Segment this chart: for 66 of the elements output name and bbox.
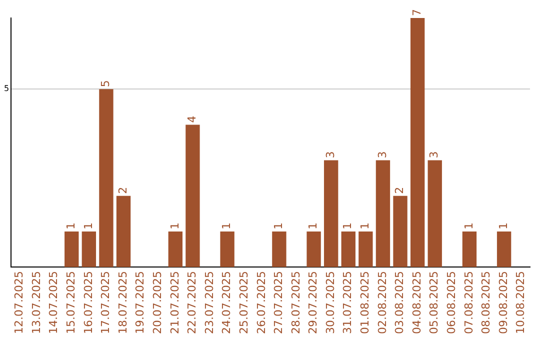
bar xyxy=(272,231,286,268)
x-tick-label: 23.07.2025 xyxy=(202,271,216,334)
bar xyxy=(496,231,512,268)
x-tick-label: 04.08.2025 xyxy=(410,271,424,334)
x-tick-label: 09.08.2025 xyxy=(496,271,510,334)
data-label: 1 xyxy=(220,222,234,230)
x-tick-label: 25.07.2025 xyxy=(237,271,250,334)
data-label: 3 xyxy=(428,151,441,158)
data-label: 7 xyxy=(410,9,424,16)
x-tick-label: 06.08.2025 xyxy=(445,271,458,334)
data-label: 2 xyxy=(393,186,406,194)
x-tick-label: 30.07.2025 xyxy=(324,271,337,334)
bar xyxy=(186,124,200,268)
x-tick-label: 21.07.2025 xyxy=(168,271,182,334)
data-label: 1 xyxy=(168,222,182,230)
bar xyxy=(393,196,408,268)
x-tick-label: 13.07.2025 xyxy=(30,271,43,334)
x-tick-label: 22.07.2025 xyxy=(186,271,199,334)
x-tick-label: 26.07.2025 xyxy=(254,271,268,334)
data-label: 1 xyxy=(272,222,286,230)
bar xyxy=(168,231,183,268)
data-label: 1 xyxy=(64,222,78,230)
x-tick-label: 02.08.2025 xyxy=(376,271,389,334)
bar xyxy=(64,231,79,268)
x-tick-label: 24.07.2025 xyxy=(220,271,234,334)
bar xyxy=(410,18,425,268)
x-tick-label: 16.07.2025 xyxy=(82,271,95,334)
bar xyxy=(116,196,131,268)
data-label: 1 xyxy=(341,222,354,230)
x-tick-label: 15.07.2025 xyxy=(64,271,78,334)
x-tick-label: 17.07.2025 xyxy=(99,271,112,334)
bar xyxy=(358,231,373,268)
bar xyxy=(462,231,477,268)
x-tick-label: 18.07.2025 xyxy=(116,271,130,334)
x-tick-label: 08.08.2025 xyxy=(480,271,493,334)
data-label: 1 xyxy=(306,222,320,230)
data-label: 3 xyxy=(376,151,389,158)
data-label: 1 xyxy=(496,222,510,230)
x-tick-label: 28.07.2025 xyxy=(289,271,302,334)
data-label: 1 xyxy=(462,222,476,230)
data-label: 1 xyxy=(358,222,372,230)
bar xyxy=(99,89,114,268)
bar xyxy=(82,231,96,268)
bar xyxy=(220,231,234,268)
data-label: 3 xyxy=(324,151,337,158)
data-label: 1 xyxy=(82,222,95,230)
bar xyxy=(428,160,442,268)
x-tick-label: 12.07.2025 xyxy=(12,271,26,334)
data-label: 2 xyxy=(116,186,130,194)
x-tick-label: 19.07.2025 xyxy=(134,271,147,334)
x-tick-label: 27.07.2025 xyxy=(272,271,286,334)
x-tick-label: 14.07.2025 xyxy=(47,271,60,334)
data-label: 4 xyxy=(186,116,199,123)
x-tick-label: 07.08.2025 xyxy=(462,271,476,334)
x-tick-label: 05.08.2025 xyxy=(428,271,441,334)
x-tick-label: 01.08.2025 xyxy=(358,271,372,334)
x-tick-label: 29.07.2025 xyxy=(306,271,320,334)
x-tick-label: 31.07.2025 xyxy=(341,271,354,334)
bar xyxy=(341,231,356,268)
x-tick-label: 20.07.2025 xyxy=(150,271,164,334)
x-tick-label: 03.08.2025 xyxy=(393,271,406,334)
bar xyxy=(376,160,390,268)
x-tick-label: 10.08.2025 xyxy=(514,271,528,334)
data-label: 5 xyxy=(99,80,112,88)
bar xyxy=(306,231,321,268)
bar xyxy=(324,160,338,268)
